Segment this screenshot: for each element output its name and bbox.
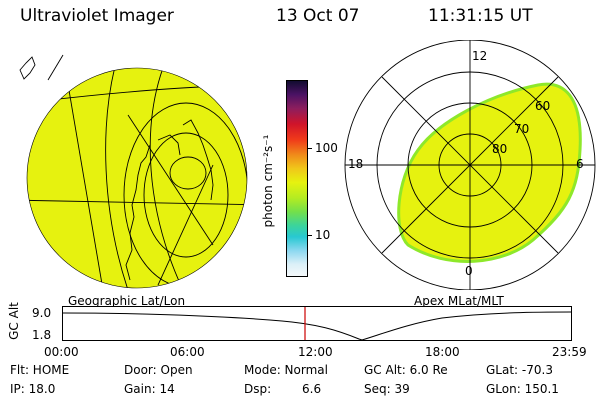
mlt-label-6: 6 — [576, 157, 584, 171]
time-label: 11:31:15 UT — [428, 6, 533, 26]
x-tick-label: 00:00 — [44, 345, 79, 359]
x-tick-label: 06:00 — [170, 345, 205, 359]
lat-label-70: 70 — [514, 122, 529, 136]
colorbar-unit-label: photon cm⁻²s⁻¹ — [261, 134, 275, 228]
coastline — [157, 134, 181, 156]
ip-status: IP: 18.0 — [10, 382, 56, 396]
geographic-emission-disk — [27, 68, 247, 288]
lat-label-80: 80 — [492, 142, 507, 156]
meridian-line — [127, 114, 214, 246]
latitude-ring — [143, 132, 229, 258]
lat-label-60: 60 — [535, 99, 550, 113]
glat-status: GLat: -70.3 — [486, 363, 553, 377]
latitude-line — [27, 199, 247, 206]
x-tick-label: 23:59 — [552, 345, 587, 359]
gc-alt-status: GC Alt: 6.0 Re — [364, 363, 448, 377]
mlt-line — [381, 76, 559, 254]
timeline-axis-label: GC Alt — [7, 302, 21, 340]
colorbar-tick-label: 10 — [315, 228, 331, 242]
mlt-label-12: 12 — [472, 49, 487, 63]
longitude-line — [105, 68, 129, 288]
glon-status: GLon: 150.1 — [486, 382, 559, 396]
dsp-value: 6.6 — [302, 382, 322, 396]
seq-status: Seq: 39 — [364, 382, 410, 396]
colorbar-tick — [307, 235, 312, 236]
y-tick-label: 9.0 — [32, 306, 52, 320]
colorbar-tick — [307, 148, 312, 149]
coastline — [125, 144, 151, 281]
y-tick-label: 1.8 — [32, 328, 52, 342]
apex-polar-panel: 12 18 6 0 60 70 80 — [344, 40, 596, 290]
date-label: 13 Oct 07 — [276, 6, 360, 26]
longitude-line — [62, 68, 104, 288]
flight-status: Flt: HOME — [10, 363, 70, 377]
geographic-caption: Geographic Lat/Lon — [68, 294, 186, 308]
apex-caption: Apex MLat/MLT — [414, 294, 504, 308]
altitude-curve — [62, 311, 572, 341]
altitude-timeline-plot — [62, 306, 572, 341]
mode-status: Mode: Normal — [244, 363, 328, 377]
door-status: Door: Open — [124, 363, 193, 377]
x-tick-label: 12:00 — [298, 345, 333, 359]
colorbar — [286, 80, 308, 277]
island-outline — [19, 56, 36, 80]
latitude-ring — [169, 156, 207, 190]
coastline — [182, 119, 214, 201]
gain-status: Gain: 14 — [124, 382, 175, 396]
x-tick-label: 18:00 — [425, 345, 460, 359]
meridian-line — [157, 164, 214, 286]
auroral-emission-region — [397, 82, 582, 263]
colorbar-tick-label: 100 — [315, 141, 338, 155]
mlt-label-0: 0 — [465, 264, 473, 278]
instrument-title: Ultraviolet Imager — [20, 6, 174, 26]
mlt-label-18: 18 — [348, 157, 363, 171]
longitude-line — [149, 68, 184, 288]
dsp-status: Dsp: — [244, 382, 272, 396]
geographic-map-panel — [19, 54, 248, 289]
